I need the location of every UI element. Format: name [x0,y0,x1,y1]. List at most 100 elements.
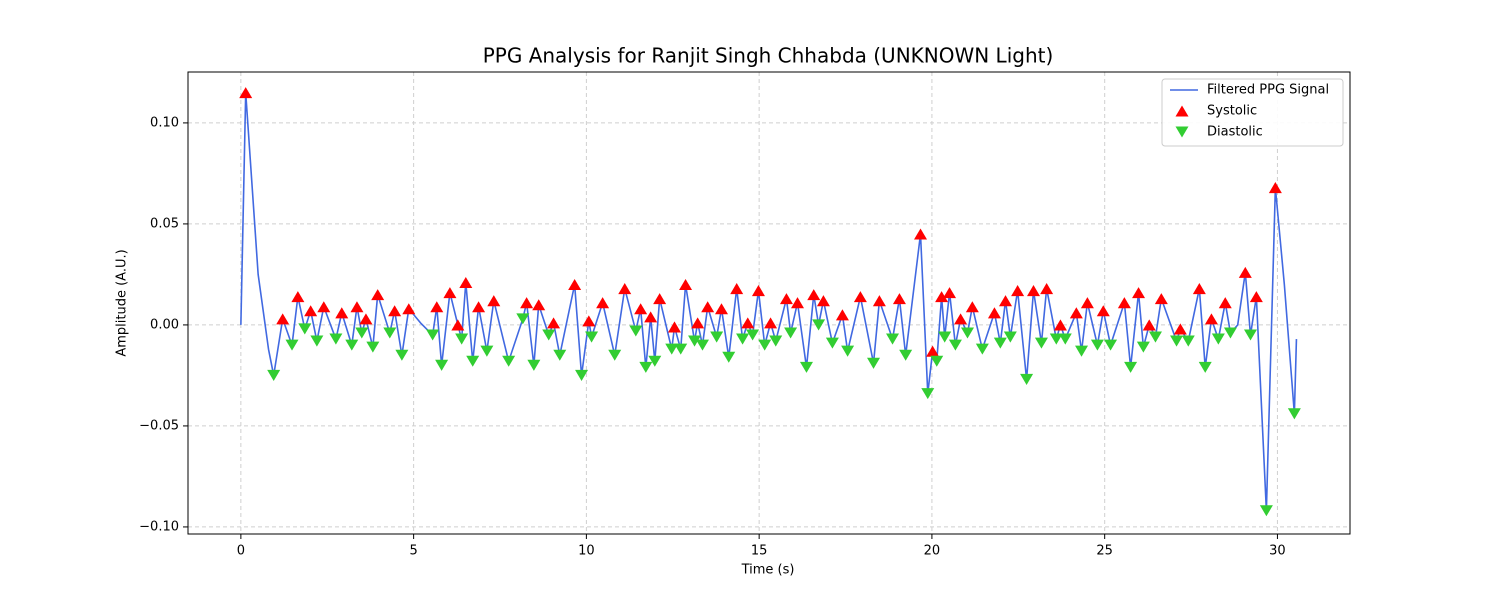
marker [835,309,849,321]
marker [779,293,793,305]
marker [402,303,416,315]
marker [1154,293,1168,305]
marker [1104,339,1118,351]
x-tick-label: 5 [409,544,417,559]
marker [987,307,1001,319]
marker [674,343,688,355]
marker [758,339,772,351]
marker [872,295,886,307]
marker [383,327,397,339]
marker [1192,283,1206,295]
marker [1049,333,1063,345]
marker [451,319,465,331]
marker [1148,331,1162,343]
marker [532,299,546,311]
marker [345,339,359,351]
marker [629,325,643,337]
marker [547,317,561,329]
marker [1287,408,1301,420]
marker [899,349,913,361]
marker [938,331,952,343]
marker [667,321,681,333]
marker [926,345,940,357]
marker [1181,335,1195,347]
marker [736,333,750,345]
marker [585,331,599,343]
marker [1075,345,1089,357]
legend-swatch [1175,105,1189,117]
marker [999,295,1013,307]
marker [466,355,480,367]
marker [1026,285,1040,297]
marker [930,355,944,367]
marker [1136,341,1150,353]
marker [480,345,494,357]
y-tick-label: 0.05 [150,216,179,231]
marker [644,311,658,323]
marker [1069,307,1083,319]
marker [921,388,935,400]
marker [961,327,975,339]
marker [710,331,724,343]
marker [459,276,473,289]
marker [542,329,556,341]
marker [688,335,702,347]
marker [807,289,821,301]
marker [695,339,709,351]
marker [965,301,979,313]
marker [634,303,648,315]
marker [691,317,705,329]
marker [1170,335,1184,347]
y-tick-label: 0.10 [150,115,179,130]
marker [304,305,318,317]
marker [1058,333,1072,345]
marker [665,343,679,355]
marker [276,313,290,325]
marker [1090,339,1104,351]
marker [329,333,343,345]
marker [608,349,622,361]
marker [298,323,312,335]
marker [1198,361,1212,373]
marker [841,345,855,357]
marker [914,228,928,240]
marker [722,351,736,363]
marker [799,361,813,373]
marker [1204,313,1218,325]
marker [1053,319,1067,331]
x-tick-label: 20 [924,544,941,559]
marker [395,349,409,361]
marker [730,283,744,295]
x-tick-label: 15 [751,544,768,559]
chart-title: PPG Analysis for Ranjit Singh Chhabda (U… [483,44,1054,68]
marker [1011,285,1025,297]
marker [892,293,906,305]
marker [366,341,380,353]
marker [1096,305,1110,317]
marker [596,297,610,309]
marker [1003,331,1017,343]
marker [1080,297,1094,309]
marker [816,295,830,307]
marker [310,335,324,347]
marker [317,301,331,313]
marker [426,329,440,341]
marker [1268,182,1282,194]
marker [1040,283,1054,295]
marker [618,283,632,295]
x-tick-label: 30 [1269,544,1286,559]
marker [350,301,364,313]
marker [1243,329,1257,341]
marker [455,333,469,345]
marker [435,359,449,371]
marker [359,313,373,325]
marker [1142,319,1156,331]
marker [886,333,900,345]
marker [1034,337,1048,349]
marker [853,291,867,303]
x-tick-label: 10 [578,544,595,559]
marker [948,339,962,351]
marker [764,317,778,329]
marker [335,307,349,319]
